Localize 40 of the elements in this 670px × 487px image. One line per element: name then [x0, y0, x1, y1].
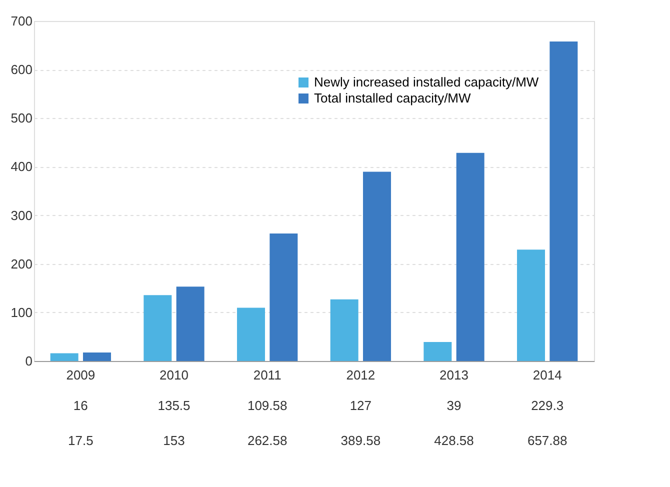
- data-label: 17.5: [68, 433, 94, 448]
- data-label: 127: [350, 398, 372, 413]
- x-tick-label: 2011: [253, 368, 282, 382]
- bar: [50, 353, 78, 361]
- bar: [270, 233, 298, 361]
- y-tick-label: 500: [10, 110, 32, 126]
- data-label: 428.58: [434, 433, 474, 448]
- bar: [330, 299, 358, 361]
- bar: [456, 152, 484, 361]
- x-tick-label: 2012: [346, 368, 376, 382]
- data-label: 16: [73, 398, 88, 413]
- y-tick-label: 0: [25, 354, 32, 368]
- data-label: 229.3: [531, 398, 564, 413]
- y-tick-label: 200: [10, 256, 32, 272]
- data-label: 389.58: [340, 433, 381, 448]
- data-label: 657.88: [527, 433, 568, 448]
- x-tick-label: 2009: [66, 368, 96, 382]
- data-label: 135.5: [158, 398, 190, 413]
- y-tick-label: 400: [10, 159, 32, 174]
- x-tick-label: 2014: [532, 368, 562, 382]
- bar: [550, 41, 578, 361]
- legend-label: Total installed capacity/MW: [314, 90, 472, 106]
- y-tick-label: 700: [10, 14, 32, 28]
- bar: [144, 295, 172, 361]
- x-tick-label: 2010: [160, 368, 188, 382]
- y-tick-label: 600: [10, 62, 32, 78]
- bar: [83, 352, 111, 361]
- y-tick-label: 300: [10, 208, 32, 223]
- legend-label: Newly increased installed capacity/MW: [314, 74, 540, 90]
- bar: [517, 250, 545, 361]
- bar: [363, 172, 391, 361]
- data-label: 39: [446, 398, 462, 413]
- y-tick-label: 100: [10, 304, 32, 320]
- bar: [176, 286, 204, 361]
- data-label: 153: [163, 433, 185, 448]
- bar: [237, 308, 265, 361]
- x-tick-label: 2013: [440, 368, 468, 382]
- data-label: 262.58: [247, 433, 288, 448]
- data-label: 109.58: [247, 398, 288, 413]
- bar: [424, 342, 452, 361]
